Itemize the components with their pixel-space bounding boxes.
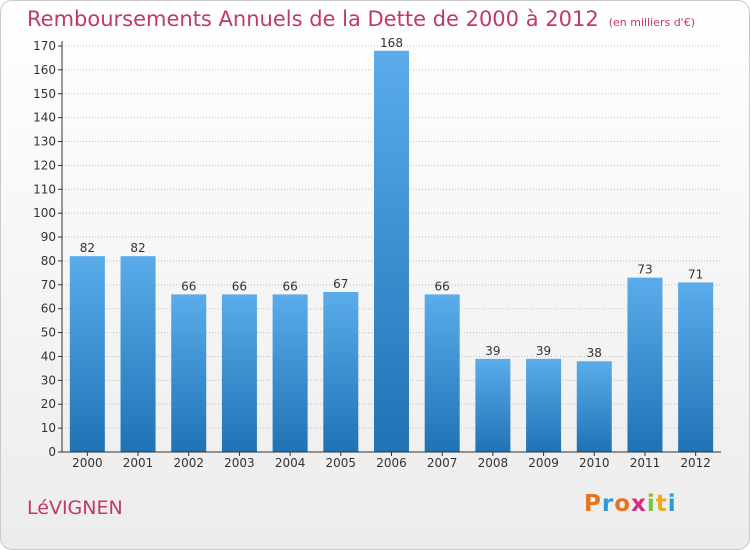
value-label: 73 (637, 263, 652, 277)
value-label: 66 (232, 279, 247, 293)
bar-2011 (627, 277, 663, 452)
y-tick-label: 110 (33, 182, 56, 196)
x-tick-label: 2005 (326, 456, 357, 470)
y-tick-label: 80 (41, 254, 56, 268)
y-tick-label: 160 (33, 63, 56, 77)
x-tick-label: 2008 (478, 456, 509, 470)
logo-letter: x (631, 491, 647, 517)
value-label: 71 (688, 267, 703, 281)
value-label: 66 (181, 279, 196, 293)
x-tick-label: 2004 (275, 456, 306, 470)
y-tick-label: 60 (41, 302, 56, 316)
proxiti-logo: Proxiti (584, 491, 677, 517)
y-tick-label: 90 (41, 230, 56, 244)
x-tick-label: 2010 (579, 456, 610, 470)
value-label: 67 (333, 277, 348, 291)
value-label: 82 (80, 241, 95, 255)
logo-letter: o (614, 491, 632, 517)
x-tick-label: 2000 (72, 456, 103, 470)
value-label: 38 (587, 346, 602, 360)
value-label: 168 (380, 36, 403, 50)
y-tick-label: 130 (33, 135, 56, 149)
y-tick-label: 30 (41, 373, 56, 387)
bar-2008 (475, 358, 511, 452)
y-tick-label: 40 (41, 349, 56, 363)
x-tick-label: 2001 (123, 456, 154, 470)
x-tick-label: 2011 (630, 456, 661, 470)
bar-2009 (526, 358, 562, 452)
value-label: 39 (485, 344, 500, 358)
chart-header: Remboursements Annuels de la Dette de 20… (27, 7, 695, 31)
bar-2012 (678, 282, 714, 452)
y-tick-label: 10 (41, 421, 56, 435)
logo-letter: t (655, 491, 668, 517)
bar-2005 (323, 291, 359, 452)
x-tick-label: 2012 (680, 456, 711, 470)
logo-letter: i (667, 491, 677, 517)
bar-2004 (272, 294, 308, 452)
bar-2001 (120, 256, 156, 452)
logo-letter: r (601, 491, 615, 517)
x-tick-label: 2006 (376, 456, 407, 470)
value-label: 66 (435, 279, 450, 293)
bar-2006 (374, 50, 409, 453)
x-tick-label: 2007 (427, 456, 458, 470)
chart-subtitle: (en milliers d'€) (608, 16, 695, 29)
y-tick-label: 0 (48, 445, 56, 459)
y-tick-label: 140 (33, 111, 56, 125)
bar-2000 (69, 256, 105, 452)
bar-2010 (576, 361, 612, 452)
logo-letter: i (646, 491, 656, 517)
value-label: 39 (536, 344, 551, 358)
y-tick-label: 100 (33, 206, 56, 220)
logo-letter: P (584, 491, 602, 517)
x-tick-label: 2003 (224, 456, 255, 470)
bar-2007 (424, 294, 460, 452)
y-tick-label: 150 (33, 87, 56, 101)
y-tick-label: 20 (41, 397, 56, 411)
bar-2003 (221, 294, 257, 452)
bars (69, 50, 714, 453)
x-tick-label: 2002 (173, 456, 204, 470)
y-tick-label: 170 (33, 39, 56, 53)
x-tick-label: 2009 (528, 456, 559, 470)
labels: 0 10 20 30 40 50 60 70 80 90 100 110 120 130 140 150 160… (33, 36, 711, 470)
bar-2002 (171, 294, 207, 452)
y-tick-label: 120 (33, 158, 56, 172)
commune-name: LéVIGNEN (27, 497, 123, 519)
y-tick-label: 50 (41, 326, 56, 340)
value-label: 82 (130, 241, 145, 255)
chart-title: Remboursements Annuels de la Dette de 20… (27, 7, 599, 31)
y-tick-label: 70 (41, 278, 56, 292)
value-label: 66 (282, 279, 297, 293)
axes (58, 41, 721, 456)
